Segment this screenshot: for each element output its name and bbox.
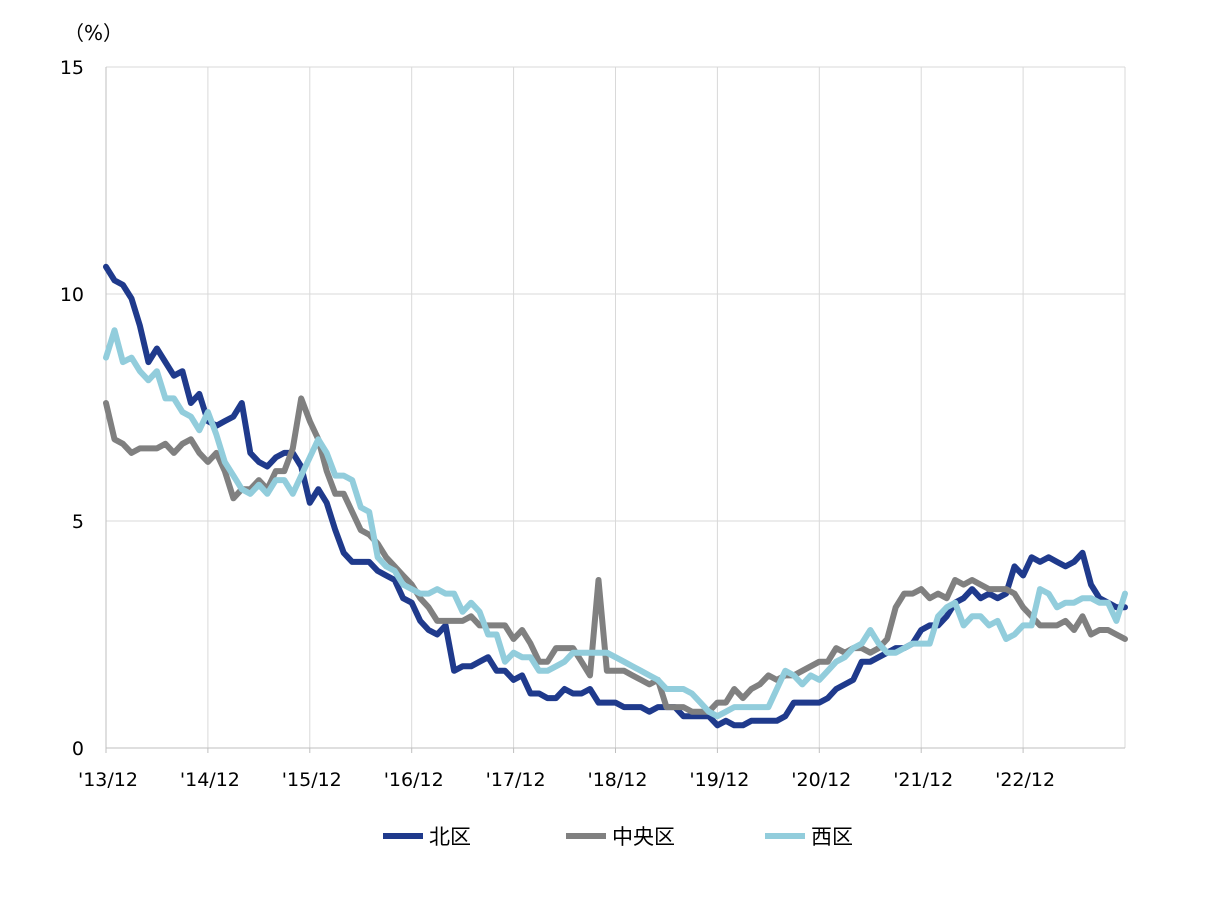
legend-label: 西区 xyxy=(811,825,853,849)
x-tick-label: '22/12 xyxy=(995,769,1055,791)
x-tick-label: '20/12 xyxy=(791,769,851,791)
y-tick-label: 0 xyxy=(72,738,84,760)
y-unit-label: （%） xyxy=(64,21,123,45)
legend: 北区 中央区 西区 xyxy=(383,825,853,849)
x-tick-label: '21/12 xyxy=(893,769,953,791)
x-tick-label: '19/12 xyxy=(689,769,749,791)
y-tick-label: 15 xyxy=(60,57,84,79)
x-tick-label: '16/12 xyxy=(384,769,444,791)
y-tick-label: 5 xyxy=(72,511,84,533)
series-lines xyxy=(103,263,1128,729)
x-tick-label: '18/12 xyxy=(588,769,648,791)
x-tick-label: '13/12 xyxy=(78,769,138,791)
x-tick-label: '15/12 xyxy=(282,769,342,791)
series-line-2 xyxy=(103,395,1128,715)
gridlines xyxy=(106,66,1126,748)
legend-label: 中央区 xyxy=(612,825,675,849)
x-tick-label: '14/12 xyxy=(180,769,240,791)
x-tick-label: '17/12 xyxy=(486,769,546,791)
legend-label: 北区 xyxy=(429,825,471,849)
series-line-3 xyxy=(103,327,1128,720)
y-tick-label: 10 xyxy=(60,284,84,306)
tick-labels: 0 5 10 15 '13/12 '14/12 '15/12 '16/12 '17/12 '18/… xyxy=(60,57,1055,791)
